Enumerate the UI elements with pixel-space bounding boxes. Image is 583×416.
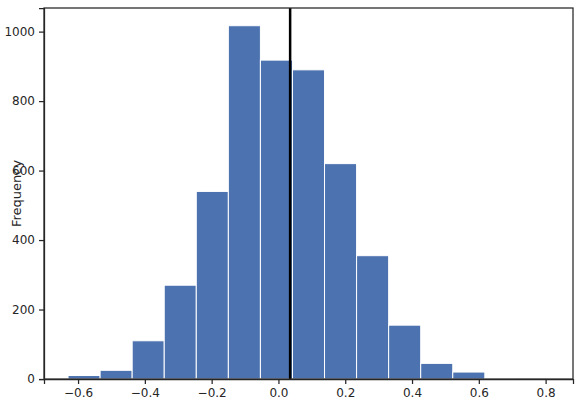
tick-mark <box>412 379 413 384</box>
tick-mark <box>278 379 279 384</box>
y-tick: 0 <box>27 372 44 386</box>
tick-mark <box>39 379 44 380</box>
tick-mark <box>479 379 480 384</box>
tick-mark <box>212 379 213 384</box>
bar <box>421 363 453 379</box>
x-tick: 0.4 <box>403 379 422 400</box>
x-tick: 0.2 <box>336 379 355 400</box>
bar <box>357 256 389 379</box>
bar <box>453 372 485 379</box>
x-tick: −0.2 <box>198 379 227 400</box>
bar <box>325 164 357 379</box>
bar <box>196 191 228 379</box>
frame <box>44 8 573 379</box>
x-tick: 0.8 <box>537 379 556 400</box>
tick-mark <box>39 101 44 102</box>
tick-mark <box>39 31 44 32</box>
bar <box>389 325 421 379</box>
x-tick: 0.6 <box>470 379 489 400</box>
y-tick: 200 <box>12 303 44 317</box>
y-axis: 02004006008001000 <box>4 9 44 387</box>
y-tick: 1000 <box>4 25 44 39</box>
tick-mark <box>39 309 44 310</box>
tick-mark <box>145 379 146 384</box>
bar <box>100 370 132 379</box>
tick-label: 1000 <box>4 25 35 39</box>
y-axis-title: Frequency <box>9 160 24 227</box>
reference-line <box>289 8 292 379</box>
x-tick: −0.4 <box>131 379 160 400</box>
y-tick: 400 <box>12 233 44 247</box>
marks <box>68 8 549 379</box>
tick-label: 0.8 <box>537 386 556 400</box>
bar <box>260 60 292 379</box>
bar <box>132 341 164 379</box>
tick-label: 0 <box>27 372 35 386</box>
axis-line <box>39 9 45 380</box>
x-axis: −0.6 −0.4 −0.2 0.0 0.2 0.4 0.6 0.8 <box>45 379 574 400</box>
tick-label: −0.6 <box>64 386 93 400</box>
plot: −0.6−0.4−0.20.00.20.40.60.80200400600800… <box>4 8 573 400</box>
tick-label: 400 <box>12 233 35 247</box>
bar <box>164 285 196 379</box>
chart: −0.6−0.4−0.20.00.20.40.60.80200400600800… <box>0 0 583 416</box>
tick-label: −0.4 <box>131 386 160 400</box>
tick-mark <box>545 379 546 384</box>
tick-label: 0.6 <box>470 386 489 400</box>
bar <box>228 26 260 379</box>
tick-label: −0.2 <box>198 386 227 400</box>
tick-label: 200 <box>12 303 35 317</box>
tick-label: 0.0 <box>269 386 288 400</box>
tick-mark <box>39 170 44 171</box>
tick-label: 0.2 <box>336 386 355 400</box>
x-tick: −0.6 <box>64 379 93 400</box>
tick-label: 0.4 <box>403 386 422 400</box>
y-tick: 800 <box>12 94 44 108</box>
tick-mark <box>345 379 346 384</box>
axis-line <box>45 380 574 385</box>
tick-label: 800 <box>12 94 35 108</box>
tick-mark <box>39 240 44 241</box>
x-tick: 0.0 <box>269 379 288 400</box>
tick-mark <box>78 379 79 384</box>
bar <box>292 70 324 379</box>
